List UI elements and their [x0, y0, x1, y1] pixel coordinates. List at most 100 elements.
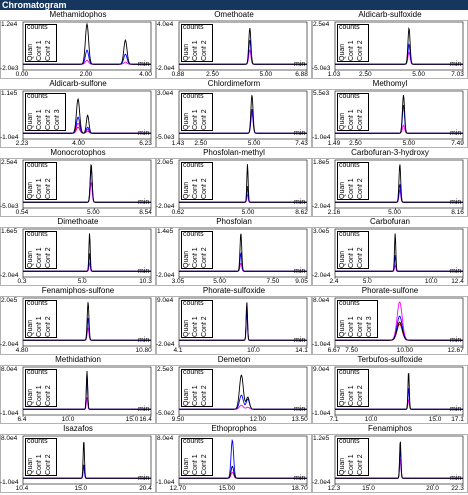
trace-quan — [23, 22, 151, 65]
y-min-label: -2.0e3 — [0, 65, 19, 72]
legend-trace-label: Quan — [27, 319, 34, 337]
x-tick-label: 10.0 — [247, 347, 260, 354]
chromatogram-panel[interactable]: Phorate-sulfoxide 9.0e4 -2.0e4 4.1 10.0 14.1 m… — [156, 286, 312, 355]
x-tick-label: 18.70 — [291, 485, 308, 492]
trace-quan — [335, 321, 463, 341]
x-tick-label: 3.05 — [171, 278, 185, 285]
chromatogram-panel[interactable]: Carbofuran 3.0e5 -2.0e4 2.4 5.0 10.0 12.4 min co… — [312, 217, 468, 286]
chromatogram-panel[interactable]: Terbufos-sulfoxide 9.0e4 -1.0e4 7.1 10.0 15.0… — [312, 355, 468, 424]
counts-label: counts — [339, 369, 360, 376]
x-tick-label: 2.50 — [358, 71, 372, 78]
chromatogram-panel[interactable]: Phosfolan-methyl 2.0e5 -2.0e4 0.62 5.00 8.62 m… — [156, 148, 312, 217]
chromatogram-panel[interactable]: Isazafos 8.0e4 -1.0e4 10.4 15.0 20.4 min counts… — [0, 424, 156, 493]
legend-trace-label: Conf 2 — [45, 247, 52, 268]
legend-trace-label: Conf 3 — [366, 316, 373, 337]
chromatogram-panel[interactable]: Phorate-sulfone 8.0e4 -1.0e4 6.67 7.50 10.00 1… — [312, 286, 468, 355]
legend-trace-label: Conf 2 — [201, 454, 208, 475]
chromatogram-plot — [312, 434, 468, 493]
x-tick-label: 7.03 — [451, 71, 464, 78]
legend-trace-label: Quan — [27, 457, 34, 475]
x-unit-label: min — [450, 475, 462, 482]
legend-trace-label: Quan — [339, 457, 346, 475]
panel-title: Phosfolan — [216, 217, 252, 226]
chromatogram-plot — [312, 296, 468, 355]
trace-legend — [181, 369, 213, 407]
x-tick-label: 15.0 — [362, 485, 375, 492]
y-max-label: 5.5e3 — [313, 90, 330, 97]
counts-label: counts — [27, 24, 48, 31]
chromatogram-plot — [156, 365, 312, 424]
chromatogram-plot — [312, 227, 468, 286]
chromatogram-panel[interactable]: Ethoprophos 8.0e4 -1.0e4 12.70 15.00 18.70 min… — [156, 424, 312, 493]
panel-title: Monocrotophos — [50, 148, 106, 157]
legend-trace-label: Conf 1 — [36, 385, 43, 406]
chromatogram-panel[interactable]: Methidathion 8.0e4 -1.0e4 6.4 10.0 15.0 16.4 mi… — [0, 355, 156, 424]
counts-label: counts — [183, 438, 204, 445]
counts-label: counts — [27, 93, 48, 100]
x-tick-label: 15.0 — [74, 485, 88, 492]
chromatogram-panel[interactable]: Fenamiphos-sulfone 2.0e5 -2.0e4 4.80 10.80 mi… — [0, 286, 156, 355]
x-tick-label: 5.0 — [362, 278, 372, 285]
counts-label: counts — [339, 24, 360, 31]
legend-trace-label: Conf 2 — [45, 316, 52, 337]
chromatogram-panel[interactable]: Chlordimeform 3.0e4 -5.0e3 1.43 2.50 5.00 7.43… — [156, 79, 312, 148]
panel-title: Ethoprophos — [211, 424, 257, 433]
panel-title: Dimethoate — [57, 217, 99, 226]
y-min-label: -2.0e4 — [0, 272, 19, 279]
chromatogram-plot — [312, 158, 468, 217]
x-tick-label: 1.43 — [171, 140, 185, 147]
chromatogram-plot — [156, 296, 312, 355]
x-tick-label: 2.50 — [349, 140, 362, 147]
x-tick-label: 5.00 — [241, 209, 255, 216]
x-tick-label: 10.0 — [424, 278, 438, 285]
trace-quan — [23, 442, 151, 479]
trace-legend — [25, 231, 57, 269]
y-max-label: 3.0e5 — [313, 228, 330, 235]
panel-title: Phorate-sulfone — [361, 286, 419, 295]
chromatogram-panel[interactable]: Fenamiphos 1.2e5 -2.0e4 12.3 15.0 20.0 22.3 min… — [312, 424, 468, 493]
trace-legend — [181, 93, 213, 131]
chromatogram-panel[interactable]: Dimethoate 1.6e5 -2.0e4 0.3 5.0 10.3 min counts… — [0, 217, 156, 286]
legend-trace-label: Conf 1 — [348, 178, 355, 199]
chromatogram-panel[interactable]: Demeton 2.5e3 -5.0e2 9.50 12.00 13.50 min count… — [156, 355, 312, 424]
chromatogram-panel[interactable]: Monocrotophos 2.5e4 -5.0e3 0.54 5.00 8.54 min c… — [0, 148, 156, 217]
x-tick-label: 0.3 — [17, 278, 27, 285]
legend-trace-label: Conf 2 — [357, 454, 364, 475]
x-tick-label: 20.0 — [426, 485, 439, 492]
chromatogram-panel[interactable]: Aldicarb-sulfoxide 2.5e4 -5.0e3 1.03 2.50 5.0… — [312, 10, 468, 79]
x-unit-label: min — [450, 130, 462, 137]
x-unit-label: min — [138, 337, 150, 344]
y-max-label: 8.0e4 — [1, 366, 18, 373]
y-max-label: 2.0e5 — [157, 159, 174, 166]
chromatogram-panel[interactable]: Methamidophos 1.2e4 -2.0e3 0.00 2.00 4.00 min c… — [0, 10, 156, 79]
panel-border — [156, 227, 312, 286]
trace-legend — [181, 300, 213, 338]
panel-title: Methomyl — [372, 79, 408, 88]
chromatogram-panel[interactable]: Phosfolan 1.4e5 -2.0e4 3.05 5.00 7.50 9.05 min c… — [156, 217, 312, 286]
trace-legend — [337, 300, 378, 338]
chromatogram-panel[interactable]: Methomyl 5.5e3 -1.0e4 1.49 2.50 5.00 7.49 min co… — [312, 79, 468, 148]
panel-border — [156, 296, 312, 355]
legend-trace-label: Quan — [339, 181, 346, 199]
trace-legend — [181, 231, 213, 269]
chromatogram-plot — [312, 20, 468, 79]
x-tick-label: 10.3 — [139, 278, 152, 285]
chromatogram-panel[interactable]: Omethoate 4.0e4 -2.0e4 0.88 2.50 5.00 6.88 min c… — [156, 10, 312, 79]
legend-trace-label: Quan — [183, 112, 190, 130]
legend-trace-label: Conf 3 — [54, 109, 61, 130]
x-tick-label: 6.4 — [17, 416, 27, 423]
y-max-label: 2.5e4 — [1, 159, 18, 166]
x-unit-label: min — [294, 337, 306, 344]
chromatogram-panel[interactable]: Aldicarb-sulfone 1.1e5 -1.0e4 2.23 4.00 6.23 m… — [0, 79, 156, 148]
chromatogram-panel[interactable]: Carbofuran-3-hydroxy 1.8e5 -2.0e4 2.16 5.00 8… — [312, 148, 468, 217]
counts-label: counts — [27, 438, 48, 445]
panel-border — [156, 20, 312, 79]
legend-trace-label: Conf 1 — [192, 316, 199, 337]
x-tick-label: 2.00 — [79, 71, 93, 78]
y-min-label: -2.0e4 — [156, 272, 175, 279]
trace-quan — [23, 370, 151, 410]
panel-border — [0, 365, 156, 424]
y-max-label: 9.0e4 — [313, 366, 330, 373]
x-tick-label: 20.4 — [139, 485, 152, 492]
y-min-label: -1.0e4 — [312, 410, 331, 417]
